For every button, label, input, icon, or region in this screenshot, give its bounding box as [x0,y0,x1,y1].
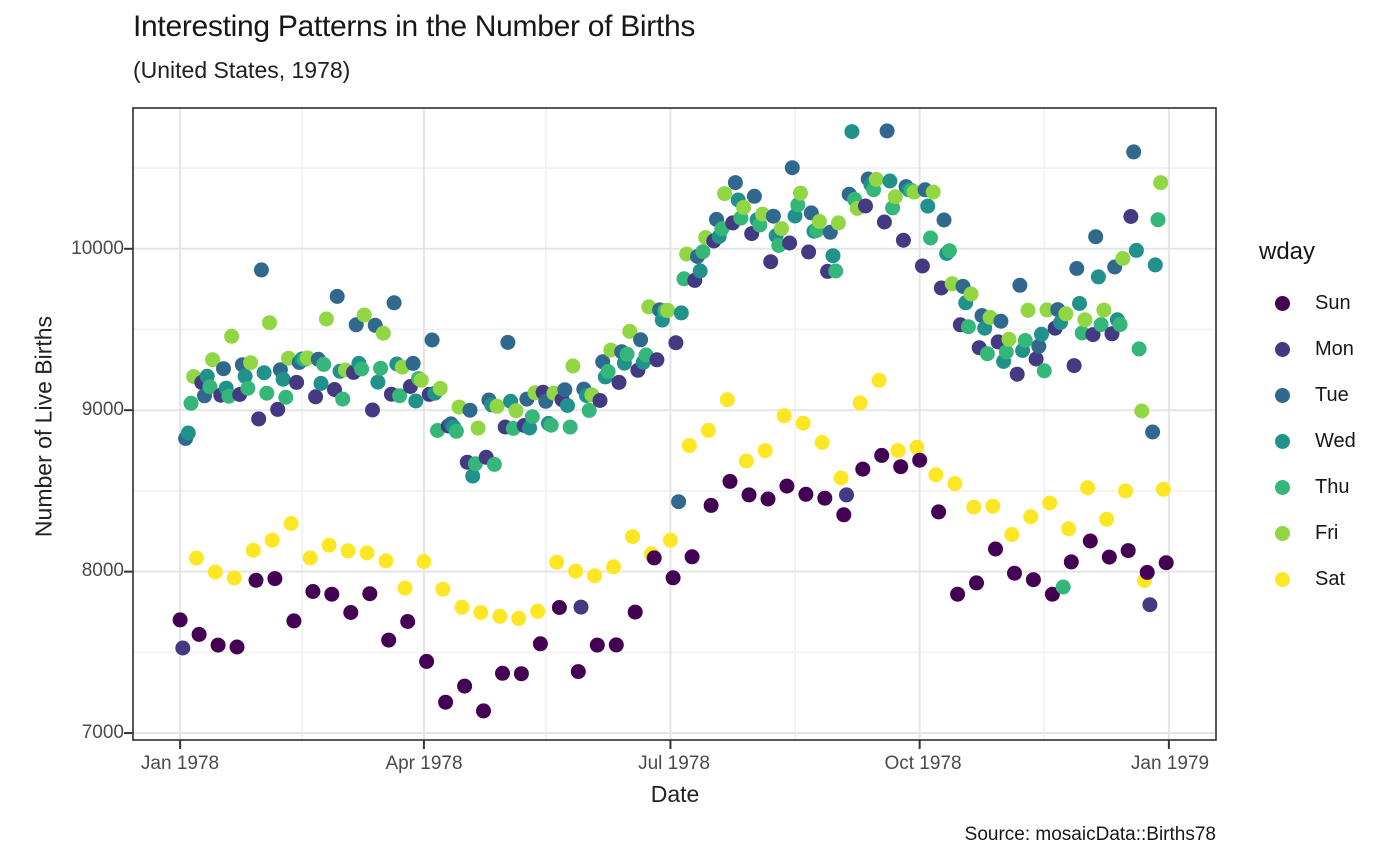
legend-item-label: Sun [1315,291,1351,314]
y-tick-label-10000: 10000 [71,238,124,259]
x-tick-label-oct1978: Oct 1978 [884,753,962,774]
gridlines-major [133,108,1216,740]
chart-title: Interesting Patterns in the Number of Bi… [133,10,696,43]
legend-item-thu: Thu [1275,464,1356,510]
legend-item-wed: Wed [1275,418,1356,464]
legend-item-tue: Tue [1275,372,1356,418]
mon-color-swatch-icon [1275,341,1290,357]
sun-color-swatch-icon [1275,295,1290,311]
legend-item-mon: Mon [1275,326,1356,372]
x-tick-label-jan1979: Jan 1979 [1130,753,1210,774]
y-tick-label-7000: 7000 [81,722,124,743]
x-tick-label-apr1978: Apr 1978 [385,753,463,774]
x-tick-label-jul1978: Jul 1978 [638,753,710,774]
legend-item-sat: Sat [1275,556,1356,602]
gridlines-minor [133,108,1216,740]
scatter-points-layer [172,123,1174,719]
wed-color-swatch-icon [1275,433,1290,449]
legend-title: wday [1259,238,1316,265]
legend-item-fri: Fri [1275,510,1356,556]
legend-item-label: Thu [1315,475,1350,498]
y-axis-title: Number of Live Births [30,315,57,538]
y-tick-label-9000: 9000 [81,399,124,420]
legend-item-label: Mon [1315,337,1354,360]
y-tick-label-8000: 8000 [81,560,124,581]
x-axis-title: Date [650,781,700,807]
legend-item-label: Wed [1315,429,1356,452]
fri-color-swatch-icon [1275,525,1290,541]
x-tick-label-jan1978: Jan 1978 [140,753,220,774]
legend-item-label: Tue [1315,383,1349,406]
legend-item-sun: Sun [1275,280,1356,326]
thu-color-swatch-icon [1275,479,1290,495]
source-caption: Source: mosaicData::Births78 [964,824,1216,845]
panel-border [132,107,1217,741]
legend-item-label: Fri [1315,521,1339,544]
tue-color-swatch-icon [1275,387,1290,403]
legend-item-label: Sat [1315,567,1346,590]
axis-tick-marks [124,247,1170,749]
legend: wday Sun Mon Tue Wed Thu Fri Sat [1259,238,1356,602]
chart-subtitle: (United States, 1978) [133,57,351,83]
sat-color-swatch-icon [1275,571,1290,587]
